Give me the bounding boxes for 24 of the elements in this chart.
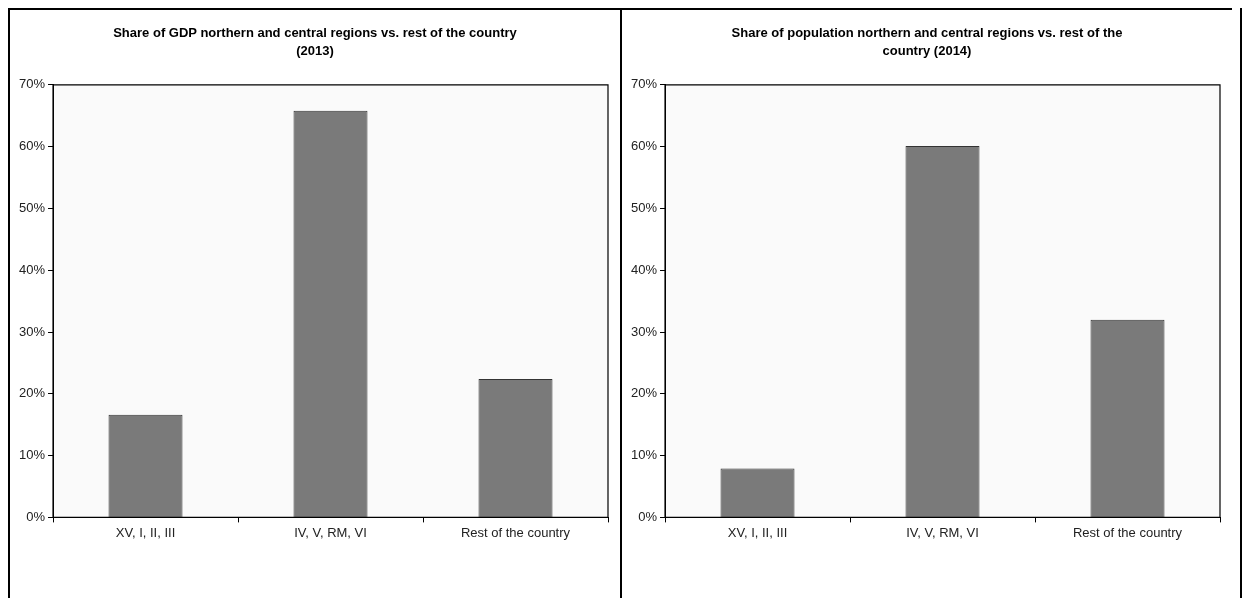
x-tick-label: Rest of the country <box>460 524 571 540</box>
y-tick-label: 40% <box>630 261 658 277</box>
chart-title: Share of GDP northern and central regions vs. rest of the country (2013) <box>112 24 518 60</box>
y-tick-label: 50% <box>18 199 46 215</box>
y-tick-label: 0% <box>26 508 46 524</box>
y-tick-label: 70% <box>630 76 658 92</box>
y-tick-label: 10% <box>630 447 658 463</box>
y-tick-label: 20% <box>18 385 46 401</box>
x-tick-label: XV, I, II, III <box>727 524 788 540</box>
y-tick-label: 0% <box>638 508 658 524</box>
y-tick-label: 60% <box>18 138 46 154</box>
y-tick-label: 10% <box>18 447 46 463</box>
chart-title: Share of population northern and central regions vs. rest of the country (2014) <box>730 24 1124 60</box>
x-tick-label: IV, V, RM, VI <box>294 524 367 540</box>
y-tick-label: 40% <box>18 261 46 277</box>
x-tick-label: Rest of the country <box>1072 524 1183 540</box>
x-tick-label: XV, I, II, III <box>115 524 176 540</box>
y-tick-label: 20% <box>630 385 658 401</box>
y-tick-label: 30% <box>18 323 46 339</box>
x-tick-label: IV, V, RM, VI <box>906 524 979 540</box>
y-tick-label: 50% <box>630 199 658 215</box>
y-tick-label: 30% <box>630 323 658 339</box>
y-tick-label: 70% <box>18 76 46 92</box>
y-tick-label: 60% <box>630 138 658 154</box>
